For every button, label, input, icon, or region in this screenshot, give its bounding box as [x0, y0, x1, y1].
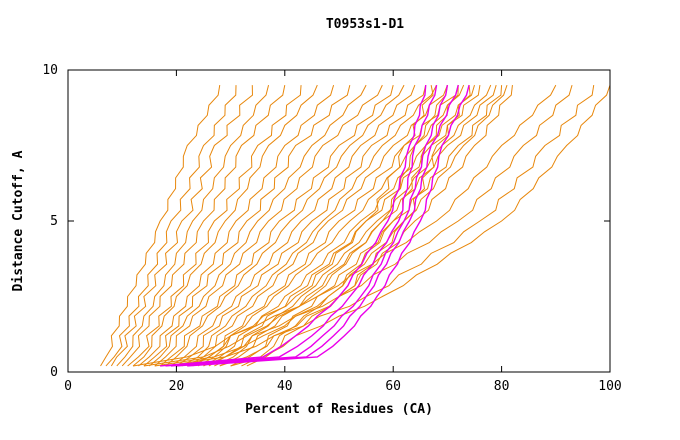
x-axis-label: Percent of Residues (CA): [245, 402, 433, 417]
magenta-curve: [165, 84, 438, 367]
x-tick-label: 0: [64, 379, 72, 394]
orange-curve: [159, 84, 394, 367]
orange-curve: [165, 85, 471, 367]
tick-marks: [67, 69, 611, 373]
orange-curve: [121, 84, 286, 367]
orange-curve: [105, 85, 237, 367]
orange-curve: [219, 84, 497, 367]
orange-curve: [154, 85, 459, 367]
orange-curve: [230, 85, 503, 367]
orange-curve: [181, 84, 438, 367]
y-axis-label: Distance Cutoff, A: [11, 150, 26, 291]
y-tick-label: 0: [50, 365, 58, 380]
x-tick-label: 40: [277, 379, 293, 394]
orange-curve: [186, 84, 448, 367]
orange-curve: [116, 84, 270, 367]
orange-curve: [127, 85, 302, 367]
x-tick-label: 60: [385, 379, 401, 394]
orange-curve: [110, 85, 253, 367]
orange-curve: [170, 84, 416, 367]
magenta-curve: [176, 84, 459, 367]
orange-curve: [230, 84, 610, 367]
orange-curve: [176, 84, 427, 367]
x-tick-label: 20: [169, 379, 185, 394]
orange-curve: [219, 85, 595, 367]
x-tick-label: 100: [598, 379, 621, 394]
magenta-curve: [160, 85, 427, 367]
orange-curve: [197, 84, 465, 367]
orange-curve: [143, 85, 448, 367]
tick-labels: 0 20 40 60 80 100 0 5 10: [42, 63, 621, 394]
orange-curve: [154, 84, 383, 367]
orange-curve: [138, 84, 335, 367]
magenta-curve: [170, 84, 449, 367]
x-tick-label: 80: [494, 379, 510, 394]
y-tick-label: 10: [42, 63, 58, 78]
magenta-curve: [187, 84, 470, 367]
orange-curve: [100, 85, 221, 367]
orange-curve: [148, 84, 367, 367]
orange-curve: [246, 85, 513, 367]
orange-curve: [165, 84, 405, 367]
orange-curve: [187, 84, 557, 367]
orange-curve: [203, 84, 573, 367]
orange-curve: [143, 84, 351, 367]
orange-curve: [241, 84, 508, 367]
chart-title: T0953s1-D1: [326, 17, 404, 32]
y-tick-label: 5: [50, 214, 58, 229]
curve-group: [100, 84, 610, 367]
orange-curve: [132, 84, 318, 367]
